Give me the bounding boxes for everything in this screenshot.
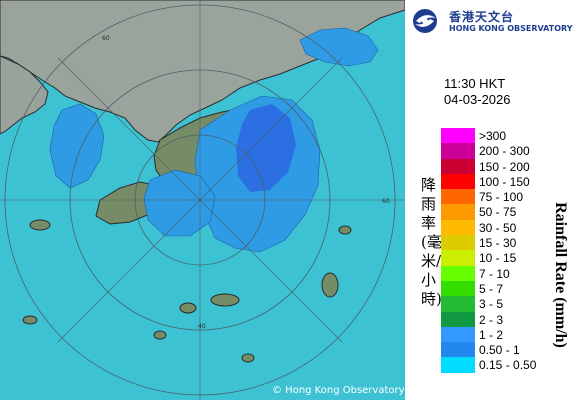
timestamp-time: 11:30 HKT [444, 76, 506, 91]
legend-swatch [441, 250, 475, 266]
legend-title-zh: 降雨率(毫米/小時) [421, 176, 442, 308]
legend-row: 100 - 150 [441, 173, 573, 190]
legend-row: 30 - 50 [441, 219, 573, 236]
legend-label: 30 - 50 [479, 220, 517, 235]
legend-swatch [441, 296, 475, 312]
radial-lines [0, 0, 405, 400]
ring-label: 60 [102, 35, 110, 42]
legend-swatch [441, 189, 475, 205]
island [153, 330, 167, 340]
copyright-notice: © Hong Kong Observatory [272, 385, 405, 396]
legend-label: 150 - 200 [479, 159, 530, 174]
legend-row: 7 - 10 [441, 265, 573, 281]
island [210, 293, 240, 307]
legend-swatch [441, 342, 475, 358]
legend-label: 50 - 75 [479, 205, 517, 220]
ring-label: 40 [198, 323, 206, 330]
timestamp-date: 04-03-2026 [444, 92, 511, 107]
legend-label: 5 - 7 [479, 281, 504, 296]
legend-label: >300 [479, 129, 507, 143]
legend-title-en: Rainfall Rate (mm/h) [552, 202, 569, 348]
legend-swatch [441, 219, 475, 236]
observatory-swirl-icon [412, 8, 446, 34]
legend-row: 75 - 100 [441, 189, 573, 205]
island [179, 302, 197, 314]
legend-row: 150 - 200 [441, 158, 573, 174]
legend-row: 5 - 7 [441, 280, 573, 297]
legend-label: 0.15 - 0.50 [479, 358, 537, 373]
legend-row: 15 - 30 [441, 235, 573, 251]
legend-row: >300 [441, 128, 573, 144]
legend-label: 100 - 150 [479, 174, 530, 189]
legend-label: 15 - 30 [479, 236, 517, 251]
legend-row: 3 - 5 [441, 296, 573, 312]
legend-row: 1 - 2 [441, 326, 573, 343]
legend-swatch [441, 128, 475, 144]
organization-name-en: HONG KONG OBSERVATORY [449, 24, 573, 33]
legend-label: 7 - 10 [479, 266, 510, 281]
island [22, 315, 38, 325]
legend-swatch [441, 235, 475, 251]
legend-row: 10 - 15 [441, 250, 573, 266]
legend-label: 0.50 - 1 [479, 343, 520, 358]
legend-swatch [441, 326, 475, 343]
legend-label: 75 - 100 [479, 190, 524, 205]
legend-label: 10 - 15 [479, 251, 517, 266]
legend-swatch [441, 357, 475, 373]
legend-swatch [441, 204, 475, 220]
island [29, 219, 51, 231]
island [241, 353, 255, 363]
legend-swatch [441, 311, 475, 327]
legend-row: 2 - 3 [441, 311, 573, 327]
western-coast-land [0, 55, 49, 135]
legend-row: 0.15 - 0.50 [441, 357, 573, 373]
legend-swatch [441, 265, 475, 281]
legend-panel [405, 0, 577, 400]
legend-swatch [441, 173, 475, 190]
rainfall-legend: >300 200 - 300 150 - 200 100 - 150 75 - 100 5… [441, 128, 573, 373]
rain-echo-north [299, 27, 379, 67]
legend-swatch [441, 280, 475, 297]
ring-label: 60 [382, 198, 390, 205]
legend-row: 200 - 300 [441, 143, 573, 159]
legend-row: 50 - 75 [441, 204, 573, 220]
legend-label: 3 - 5 [479, 297, 504, 312]
legend-label: 2 - 3 [479, 312, 504, 327]
island [338, 225, 352, 235]
legend-label: 1 - 2 [479, 327, 504, 342]
radar-map-canvas: 60 40 60 [0, 0, 405, 400]
rain-core [236, 104, 296, 192]
organization-name-zh: 香港天文台 [449, 10, 515, 24]
rain-echo-west [49, 103, 105, 189]
legend-label: 200 - 300 [479, 144, 530, 159]
island [321, 272, 339, 298]
radar-map[interactable]: 60 40 60 [0, 0, 405, 400]
legend-swatch [441, 158, 475, 174]
legend-swatch [441, 143, 475, 159]
legend-row: 0.50 - 1 [441, 342, 573, 358]
